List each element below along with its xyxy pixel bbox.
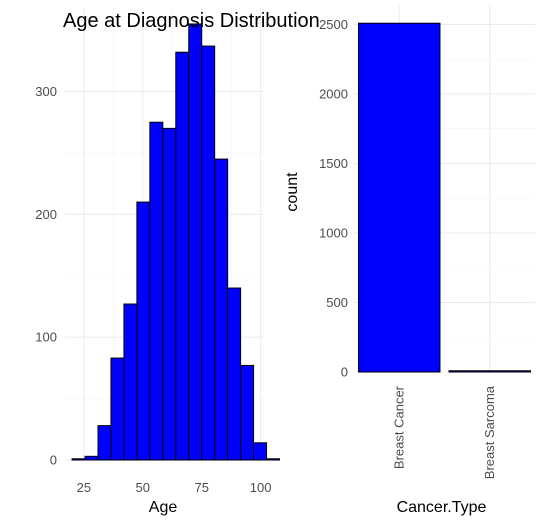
barchart-y-tick-label: 2000 bbox=[319, 86, 348, 101]
histogram-bar bbox=[240, 364, 255, 461]
histogram-bar bbox=[188, 23, 203, 461]
histogram-bar bbox=[175, 51, 190, 461]
histogram-bar bbox=[123, 303, 138, 461]
histogram-bar bbox=[266, 458, 280, 461]
barchart-y-axis-title: count bbox=[284, 172, 301, 212]
histogram-bar bbox=[214, 158, 229, 461]
histogram-bar bbox=[149, 121, 164, 461]
histogram-x-tick-label: 50 bbox=[136, 480, 150, 495]
barchart-x-tick-label: Breast Sarcoma bbox=[482, 385, 497, 479]
barchart-y-tick-label: 2500 bbox=[319, 17, 348, 32]
barchart-x-axis-title: Cancer.Type bbox=[397, 499, 487, 516]
barchart-y-tick-label: 1500 bbox=[319, 156, 348, 171]
histogram-y-tick-label: 300 bbox=[35, 84, 57, 99]
barchart-bar bbox=[358, 22, 441, 373]
barchart-x-tick-label: Breast Cancer bbox=[391, 385, 406, 469]
barchart-y-tick-label: 0 bbox=[341, 365, 348, 380]
histogram-bars bbox=[71, 23, 280, 461]
histogram-bar bbox=[162, 127, 177, 461]
histogram-x-axis-title: Age bbox=[149, 499, 178, 516]
histogram-bar bbox=[253, 442, 268, 461]
histogram-bar bbox=[84, 455, 99, 461]
histogram-y-tick-label: 200 bbox=[35, 207, 57, 222]
barchart-y-tick-label: 1000 bbox=[319, 225, 348, 240]
histogram-bar bbox=[201, 45, 216, 461]
histogram-bar bbox=[227, 287, 242, 461]
histogram-y-tick-label: 0 bbox=[50, 453, 57, 468]
histogram-x-tick-label: 25 bbox=[77, 480, 91, 495]
histogram-bar bbox=[136, 201, 151, 461]
histogram-y-tick-label: 100 bbox=[35, 330, 57, 345]
histogram-bar bbox=[110, 357, 125, 461]
chart-title: Age at Diagnosis Distribution bbox=[63, 10, 320, 32]
barchart-bars bbox=[358, 22, 531, 373]
histogram-bar bbox=[97, 425, 112, 461]
histogram-x-tick-label: 100 bbox=[250, 480, 272, 495]
histogram-bar bbox=[71, 458, 86, 461]
barchart-y-tick-label: 500 bbox=[326, 295, 348, 310]
barchart-bar bbox=[448, 370, 531, 373]
histogram-x-tick-label: 75 bbox=[194, 480, 208, 495]
